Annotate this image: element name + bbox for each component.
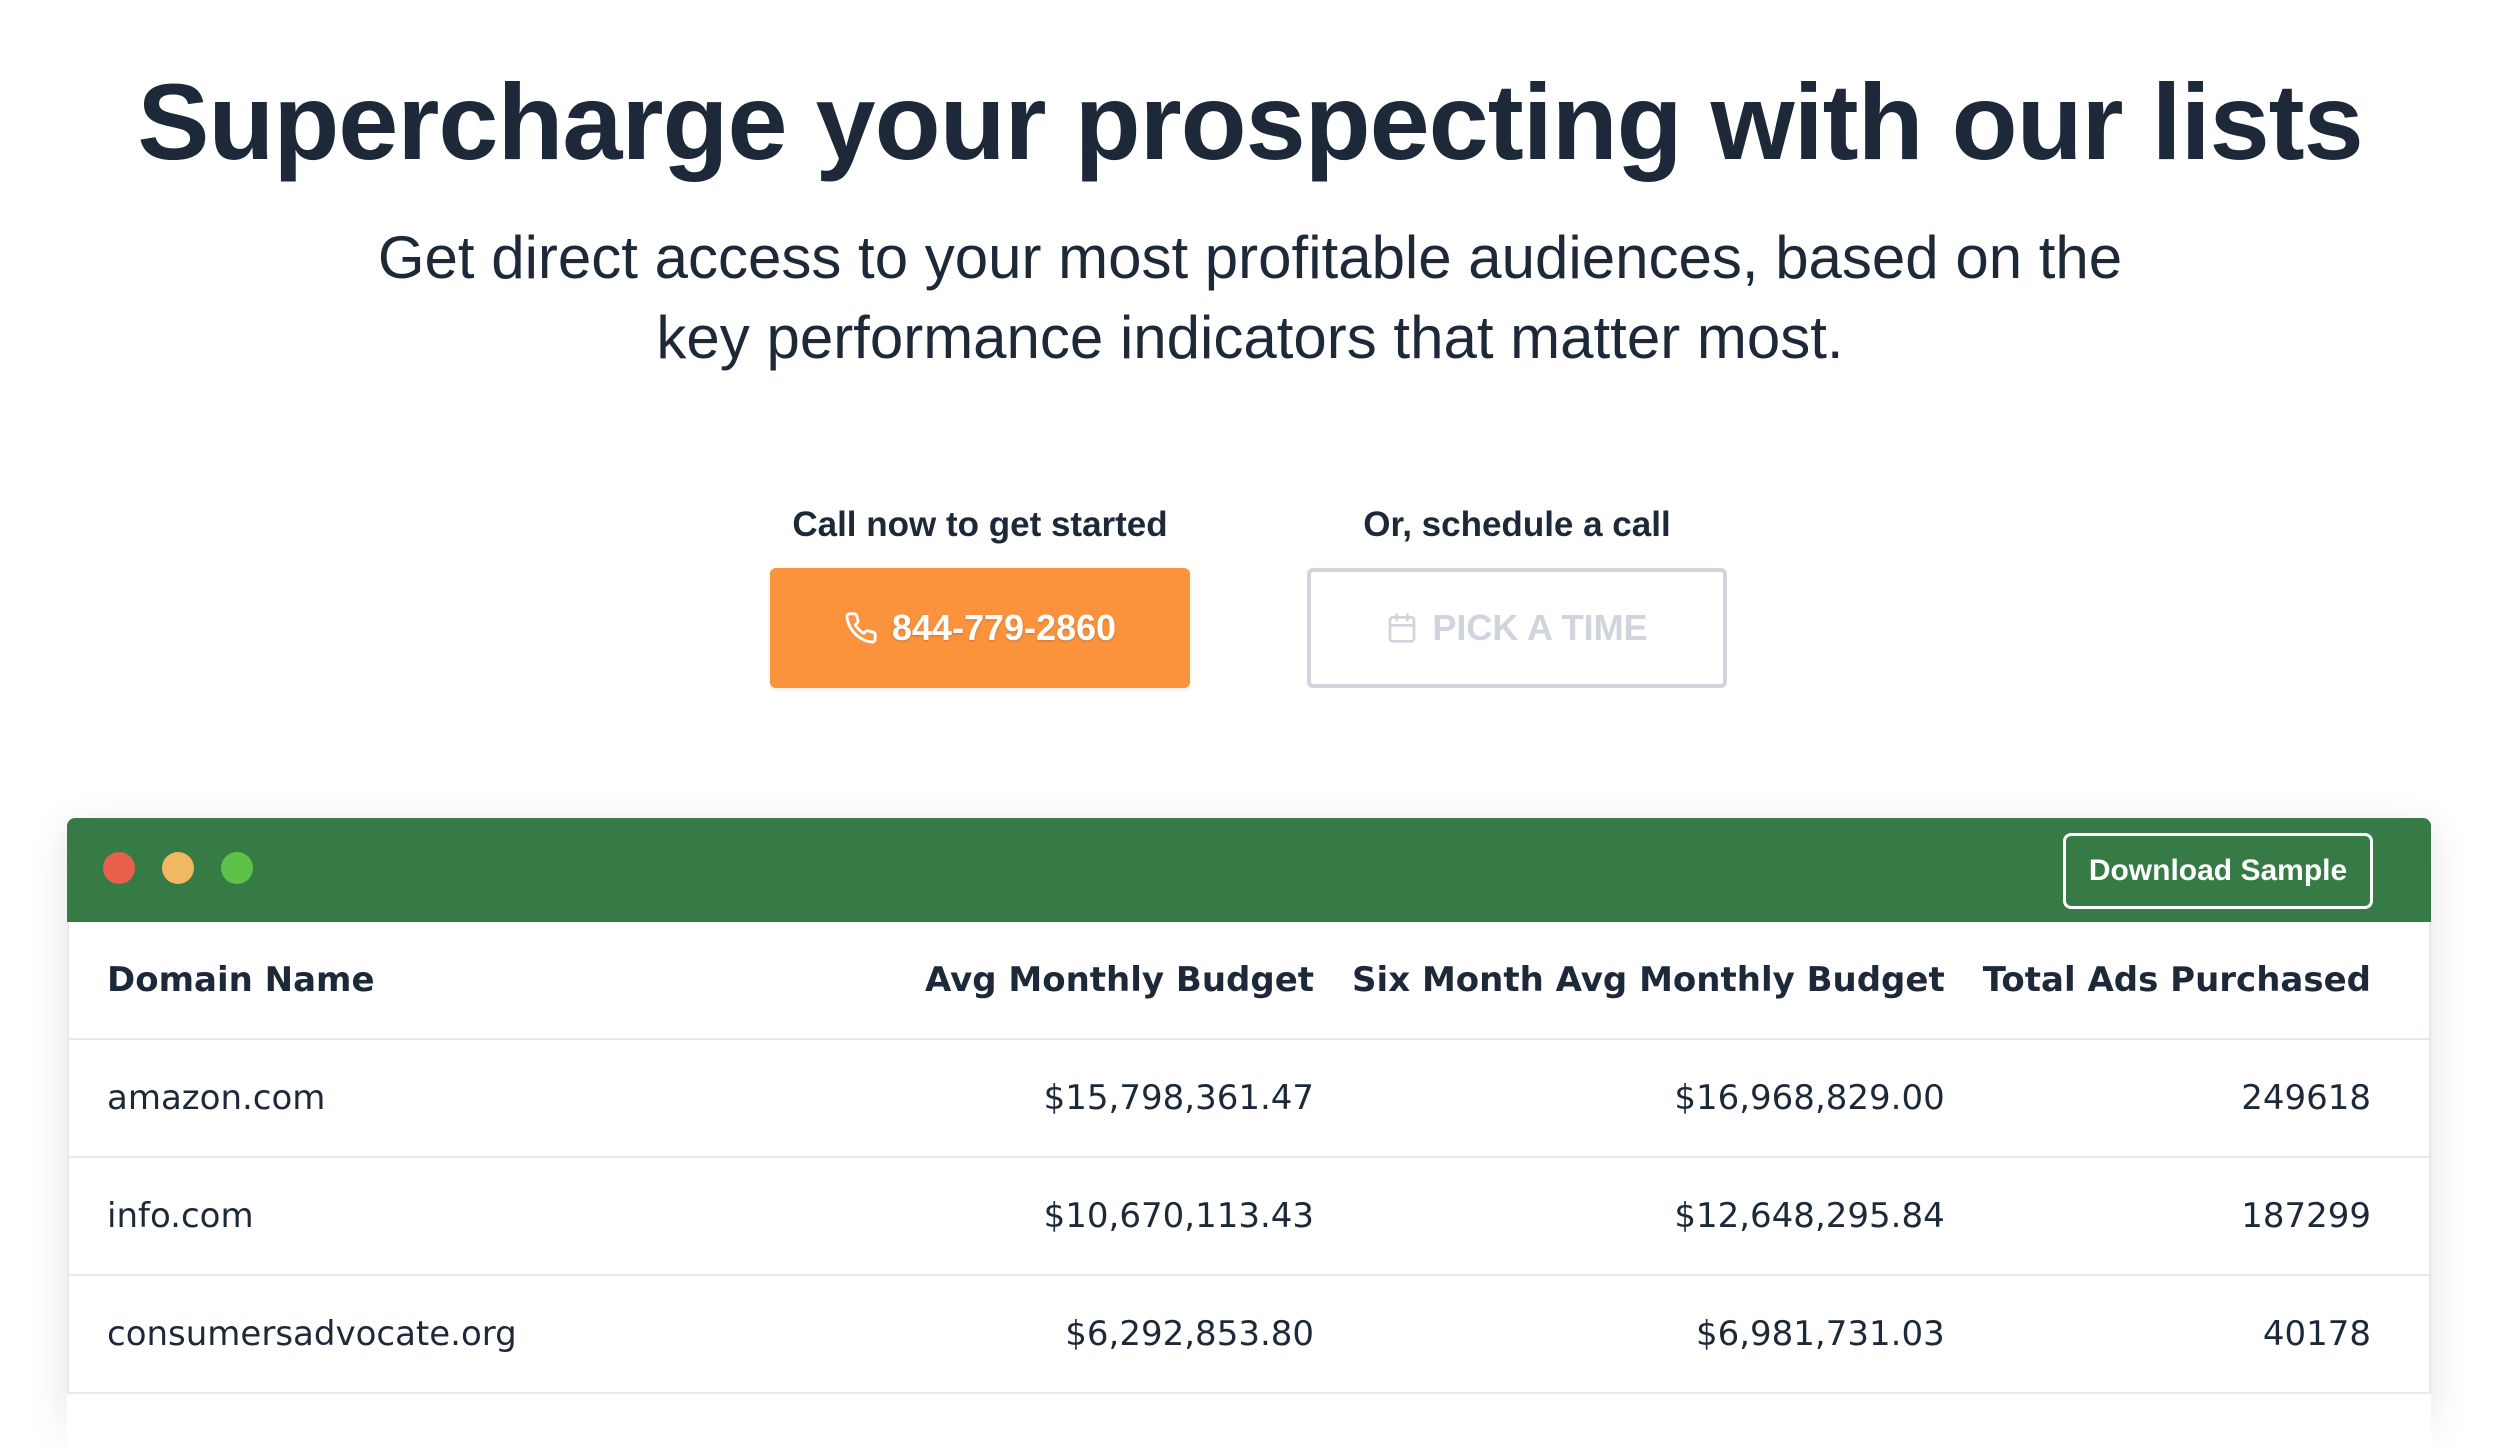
cell-total-ads: 40178: [1944, 1275, 2430, 1394]
header-six-month-avg-budget: Six Month Avg Monthly Budget: [1314, 922, 1945, 1040]
cell-avg-budget: $15,798,361.47: [785, 1039, 1315, 1158]
table-row: info.com $10,670,113.43 $12,648,295.84 1…: [68, 1157, 2430, 1276]
pick-a-time-label: PICK A TIME: [1432, 607, 1648, 648]
cell-six-month-budget: $6,981,731.03: [1314, 1275, 1945, 1394]
download-sample-button[interactable]: Download Sample: [2063, 833, 2373, 909]
cell-domain: consumersadvocate.org: [68, 1275, 786, 1394]
bottom-fade: [0, 1390, 2500, 1454]
header-avg-monthly-budget: Avg Monthly Budget: [785, 922, 1315, 1040]
cell-total-ads: 249618: [1944, 1039, 2430, 1158]
call-cta-label: Call now to get started: [792, 505, 1168, 544]
pick-a-time-button[interactable]: PICK A TIME: [1307, 568, 1727, 688]
header-domain-name: Domain Name: [68, 922, 786, 1040]
phone-number: 844-779-2860: [891, 607, 1117, 648]
cell-domain: info.com: [68, 1157, 786, 1276]
phone-icon: [844, 611, 878, 645]
table-header-row: Domain Name Avg Monthly Budget Six Month…: [68, 922, 2430, 1040]
schedule-cta-label: Or, schedule a call: [1363, 505, 1671, 544]
phone-call-button[interactable]: 844-779-2860: [770, 568, 1190, 688]
cell-total-ads: 187299: [1944, 1157, 2430, 1276]
hero-subtitle: Get direct access to your most profitabl…: [377, 224, 2123, 371]
window-title-bar: Download Sample: [67, 818, 2431, 922]
cell-six-month-budget: $16,968,829.00: [1314, 1039, 1945, 1158]
sample-data-table: Domain Name Avg Monthly Budget Six Month…: [67, 922, 2431, 1394]
table-row: consumersadvocate.org $6,292,853.80 $6,9…: [68, 1275, 2430, 1394]
window-close-dot: [103, 852, 135, 884]
window-minimize-dot: [162, 852, 194, 884]
header-total-ads-purchased: Total Ads Purchased: [1944, 922, 2430, 1040]
cell-avg-budget: $6,292,853.80: [785, 1275, 1315, 1394]
window-maximize-dot: [221, 852, 253, 884]
cell-avg-budget: $10,670,113.43: [785, 1157, 1315, 1276]
cell-six-month-budget: $12,648,295.84: [1314, 1157, 1945, 1276]
schedule-cta-group: Or, schedule a call PICK A TIME: [1307, 500, 1727, 688]
call-cta-group: Call now to get started 844-779-2860: [770, 500, 1190, 688]
hero-title: Supercharge your prospecting with our li…: [137, 61, 2363, 182]
sample-data-window: Download Sample Domain Name Avg Monthly …: [67, 818, 2431, 1454]
cell-domain: amazon.com: [68, 1039, 786, 1158]
calendar-icon: [1386, 612, 1418, 644]
table-row: amazon.com $15,798,361.47 $16,968,829.00…: [68, 1039, 2430, 1158]
